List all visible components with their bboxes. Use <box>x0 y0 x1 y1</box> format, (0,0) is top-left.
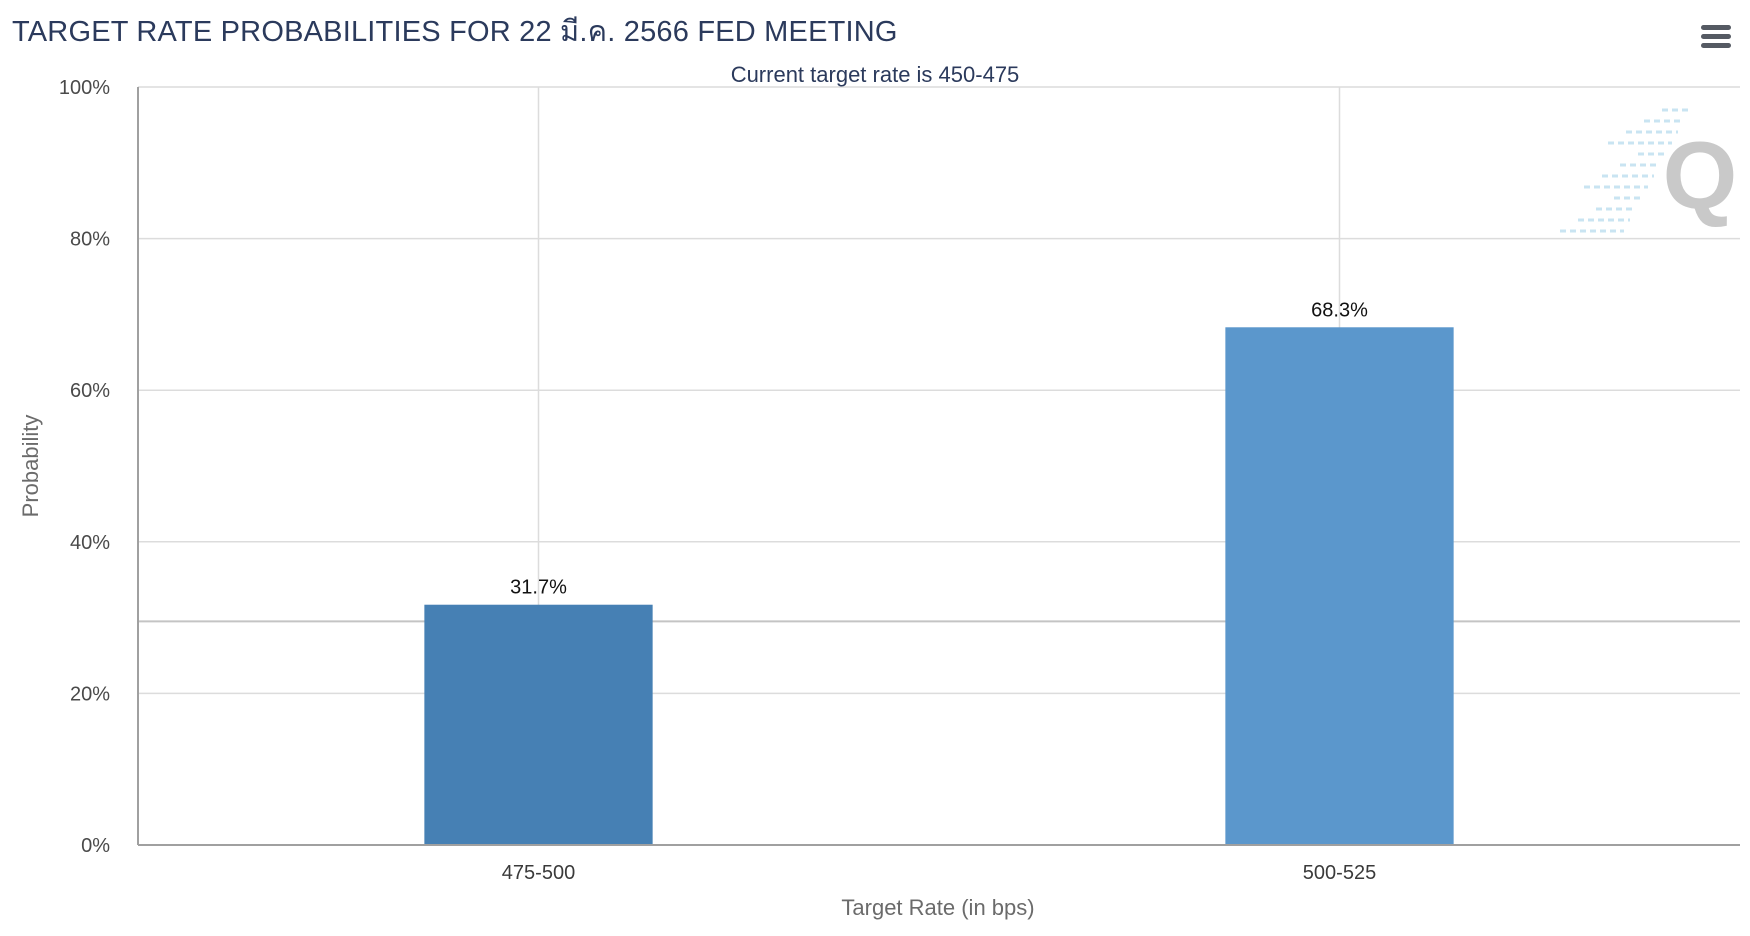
x-axis-title: Target Rate (in bps) <box>841 895 1034 920</box>
chart-subtitle: Current target rate is 450-475 <box>731 62 1020 87</box>
bar-value-label: 31.7% <box>510 577 567 599</box>
y-tick-label: 0% <box>81 835 110 857</box>
hamburger-menu-icon[interactable] <box>1698 22 1734 54</box>
bar-500-525[interactable] <box>1225 327 1454 845</box>
x-tick-label: 475-500 <box>502 862 575 884</box>
y-tick-label: 40% <box>70 532 110 554</box>
bar-475-500[interactable] <box>424 604 653 845</box>
y-tick-label: 20% <box>70 683 110 705</box>
y-tick-label: 100% <box>59 77 110 99</box>
y-tick-label: 80% <box>70 229 110 251</box>
bar-value-label: 68.3% <box>1311 299 1368 321</box>
quikstrike-q-logo: Q <box>1560 108 1738 233</box>
x-tick-label: 500-525 <box>1303 862 1376 884</box>
y-axis-title: Probability <box>18 415 43 518</box>
svg-text:Q: Q <box>1663 122 1738 229</box>
chart-title: TARGET RATE PROBABILITIES FOR 22 มี.ค. 2… <box>12 16 898 48</box>
y-tick-label: 60% <box>70 380 110 402</box>
